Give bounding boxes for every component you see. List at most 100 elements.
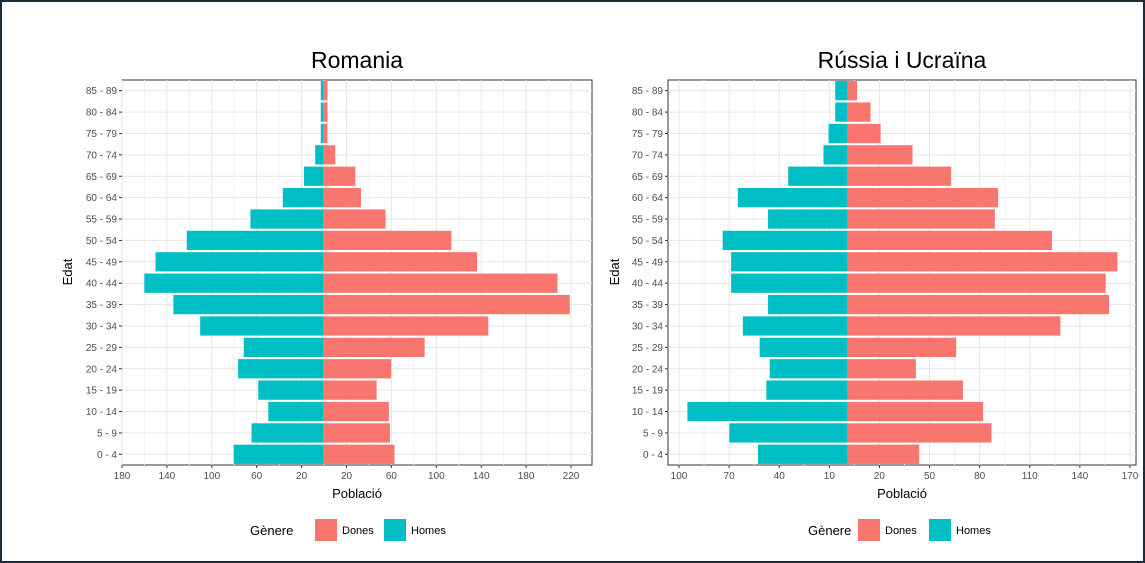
bar-homes	[687, 401, 847, 422]
bar-homes	[729, 423, 847, 443]
plot-area	[121, 79, 593, 466]
bar-homes	[282, 188, 323, 208]
bar-dones	[847, 316, 1061, 336]
bar-dones	[323, 230, 452, 251]
legend-swatch-dones	[315, 519, 337, 541]
x-tick-label: 170	[1122, 471, 1139, 482]
bar-dones	[323, 145, 336, 165]
y-tick-label: 50 - 54	[86, 236, 118, 247]
y-tick-labels: 0 - 4 5 - 9 10 - 14 15 - 19 20 - 24 25 - 29 30…	[86, 86, 122, 461]
legend-label-dones: Dones	[342, 525, 374, 537]
y-tick-label: 15 - 19	[86, 386, 118, 397]
x-tick-label: 220	[563, 471, 580, 482]
x-tick-label: 140	[159, 471, 176, 482]
bar-dones	[847, 188, 999, 208]
legend-swatch-dones	[858, 519, 880, 541]
bar-homes	[243, 337, 323, 357]
bar-homes	[731, 252, 847, 272]
y-tick-label: 75 - 79	[86, 129, 118, 140]
y-tick-label: 45 - 49	[632, 257, 664, 268]
bar-dones	[847, 337, 957, 357]
bar-homes	[766, 380, 847, 400]
y-tick-label: 25 - 29	[86, 343, 118, 354]
bar-homes	[238, 359, 323, 379]
y-tick-label: 0 - 4	[97, 450, 117, 461]
y-tick-label: 65 - 69	[86, 172, 118, 183]
bar-homes	[742, 316, 847, 336]
bar-homes	[268, 401, 323, 422]
plot-area	[667, 79, 1137, 466]
y-tick-label: 45 - 49	[86, 257, 118, 268]
bar-dones	[847, 230, 1052, 251]
y-tick-label: 70 - 74	[632, 150, 664, 161]
bar-dones	[847, 145, 913, 165]
bar-dones	[847, 81, 858, 101]
bar-homes	[315, 145, 323, 165]
bar-dones	[323, 273, 558, 293]
legend-label-homes: Homes	[956, 525, 991, 537]
y-tick-label: 60 - 64	[86, 193, 118, 204]
bar-dones	[847, 359, 916, 379]
x-tick-label: 40	[774, 471, 786, 482]
bar-homes	[731, 273, 847, 293]
x-tick-label: 100	[671, 471, 688, 482]
bar-homes	[320, 102, 323, 122]
y-tick-label: 10 - 14	[632, 407, 664, 418]
bar-dones	[323, 444, 395, 464]
bar-dones	[323, 337, 425, 357]
legend-title: Gènere	[250, 523, 293, 538]
bar-homes	[251, 423, 323, 443]
x-tick-label: 10	[824, 471, 836, 482]
bar-dones	[847, 380, 963, 400]
bar-homes	[304, 166, 323, 186]
x-axis-label: Població	[332, 486, 382, 501]
bar-homes	[320, 123, 323, 144]
y-axis-label: Edat	[607, 258, 622, 285]
bar-homes	[757, 444, 847, 464]
bar-dones	[847, 294, 1110, 315]
bar-homes	[823, 145, 847, 165]
y-tick-label: 65 - 69	[632, 172, 664, 183]
bar-homes	[788, 166, 847, 186]
x-tick-label: 50	[924, 471, 936, 482]
x-tick-label: 140	[1072, 471, 1089, 482]
legend-title: Gènere	[808, 523, 851, 538]
bar-homes	[722, 230, 847, 251]
y-tick-label: 15 - 19	[632, 386, 664, 397]
y-tick-label: 20 - 24	[86, 364, 118, 375]
bar-dones	[323, 123, 328, 144]
bar-homes	[233, 444, 323, 464]
bar-dones	[323, 209, 386, 229]
y-tick-label: 10 - 14	[86, 407, 118, 418]
y-tick-label: 30 - 34	[632, 321, 664, 332]
x-tick-label: 20	[341, 471, 353, 482]
bar-homes	[759, 337, 847, 357]
bar-homes	[737, 188, 847, 208]
bar-dones	[323, 252, 478, 272]
chart-title: Rússia i Ucraïna	[818, 47, 987, 73]
y-tick-label: 75 - 79	[632, 129, 664, 140]
x-tick-label: 80	[974, 471, 986, 482]
bar-dones	[323, 294, 570, 315]
y-tick-label: 35 - 39	[632, 300, 664, 311]
x-tick-label: 140	[473, 471, 490, 482]
bars	[144, 81, 570, 464]
bar-homes	[835, 102, 847, 122]
bar-homes	[828, 123, 847, 144]
y-tick-label: 55 - 59	[86, 215, 118, 226]
bar-dones	[323, 81, 328, 101]
legend: Gènere Dones Homes	[808, 519, 991, 541]
bar-dones	[323, 401, 389, 422]
y-tick-label: 60 - 64	[632, 193, 664, 204]
bar-dones	[847, 444, 920, 464]
x-tick-label: 100	[428, 471, 445, 482]
y-tick-label: 55 - 59	[632, 215, 664, 226]
bar-dones	[323, 380, 377, 400]
y-tick-label: 70 - 74	[86, 150, 118, 161]
bar-homes	[768, 294, 847, 315]
legend-swatch-homes	[384, 519, 406, 541]
x-tick-label: 100	[203, 471, 220, 482]
bar-homes	[200, 316, 323, 336]
